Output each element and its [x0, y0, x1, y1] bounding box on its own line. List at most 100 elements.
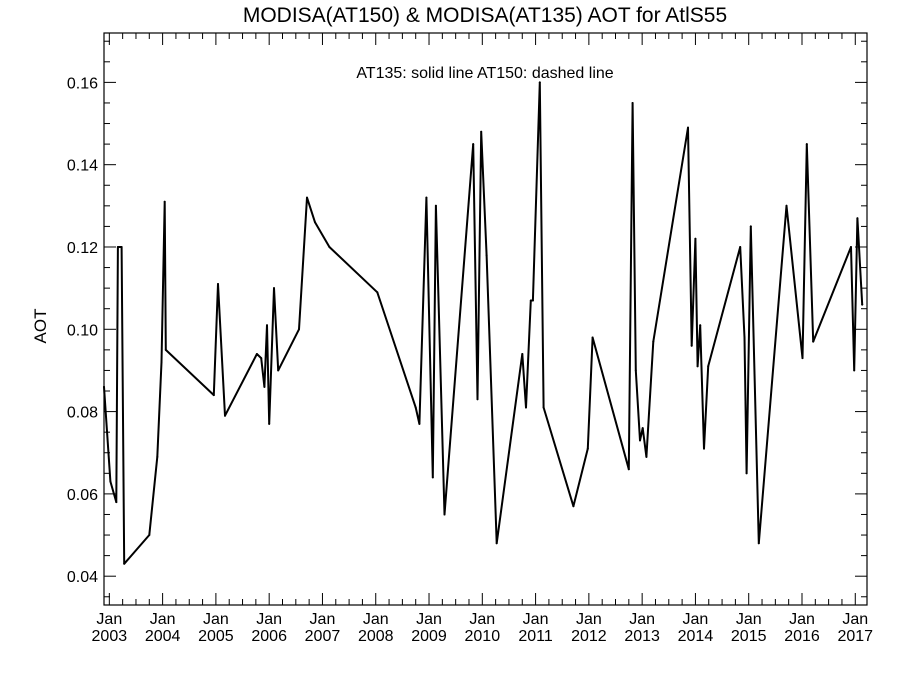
x-tick-label-month: Jan: [96, 611, 122, 628]
data-point: [314, 221, 316, 224]
plot-frame: [103, 32, 868, 606]
data-point: [525, 406, 527, 409]
x-tick-label-year: 2015: [731, 628, 767, 645]
data-point: [634, 369, 637, 372]
data-point: [116, 246, 119, 248]
x-tick-label-month: Jan: [736, 611, 762, 628]
series-line-at135: [103, 81, 864, 565]
x-tick-label-month: Jan: [203, 611, 229, 628]
x-tick-label-month: Jan: [629, 611, 655, 628]
data-point: [586, 447, 589, 450]
data-point: [745, 472, 748, 475]
data-point: [328, 246, 331, 248]
y-tick-label: 0.06: [67, 487, 98, 504]
data-point: [485, 254, 488, 257]
data-point: [443, 513, 446, 516]
data-point: [103, 385, 105, 388]
data-point: [376, 291, 379, 294]
data-point: [743, 336, 746, 339]
x-tick-label-month: Jan: [842, 611, 868, 628]
x-tick-label-year: 2012: [571, 628, 607, 645]
data-point: [472, 143, 475, 146]
data-point: [260, 357, 263, 360]
data-point: [273, 287, 275, 290]
data-point: [109, 480, 112, 483]
data-point: [255, 353, 258, 355]
data-point: [414, 406, 417, 409]
data-point: [120, 246, 123, 248]
x-tick-label-year: 2011: [518, 628, 553, 645]
data-point: [123, 562, 126, 565]
axis-tick-labels: 0.040.060.080.100.120.140.16Jan2003Jan20…: [67, 75, 873, 645]
data-point: [434, 204, 437, 207]
data-point: [156, 455, 159, 458]
data-point: [572, 505, 575, 508]
data-point: [163, 200, 166, 203]
data-point: [861, 303, 864, 306]
data-point: [521, 353, 524, 355]
x-tick-label-month: Jan: [150, 611, 176, 628]
x-tick-label-year: 2010: [465, 628, 501, 645]
y-tick-label: 0.12: [67, 240, 98, 257]
data-point: [476, 398, 479, 401]
data-point: [696, 365, 699, 368]
data-point: [707, 365, 710, 368]
data-point: [627, 468, 630, 471]
data-point: [268, 422, 271, 425]
y-tick-label: 0.08: [67, 405, 98, 422]
data-point: [853, 369, 856, 372]
x-tick-label-year: 2003: [92, 628, 128, 645]
x-tick-label-year: 2006: [251, 628, 287, 645]
data-point: [164, 348, 167, 351]
x-tick-label-month: Jan: [256, 611, 282, 628]
x-tick-label-year: 2004: [145, 628, 181, 645]
data-point: [542, 406, 545, 409]
data-point: [480, 130, 483, 133]
legend-annotation: AT135: solid line AT150: dashed line: [356, 65, 613, 82]
series-layer: [103, 81, 864, 565]
data-point: [694, 237, 697, 240]
x-tick-label-month: Jan: [469, 611, 495, 628]
data-point: [591, 336, 594, 339]
x-tick-label-month: Jan: [683, 611, 709, 628]
data-point: [431, 476, 434, 479]
data-point: [425, 196, 428, 199]
x-tick-label-year: 2017: [837, 628, 873, 645]
data-point: [652, 340, 655, 343]
x-tick-label-year: 2007: [305, 628, 341, 645]
data-point: [749, 225, 752, 228]
y-tick-label: 0.04: [67, 569, 98, 586]
data-point: [690, 344, 693, 347]
x-tick-label-month: Jan: [416, 611, 442, 628]
data-point: [266, 324, 268, 327]
data-point: [850, 246, 852, 248]
x-tick-label-year: 2016: [784, 628, 820, 645]
data-point: [812, 340, 815, 343]
x-tick-label-year: 2008: [358, 628, 394, 645]
data-point: [639, 439, 641, 442]
data-point: [645, 455, 648, 458]
x-tick-label-year: 2009: [411, 628, 447, 645]
data-point: [224, 414, 226, 417]
x-tick-label-month: Jan: [363, 611, 389, 628]
axis-ticks: [104, 33, 867, 605]
x-tick-label-month: Jan: [523, 611, 549, 628]
data-point: [529, 299, 532, 302]
data-point: [757, 542, 760, 545]
data-point: [785, 204, 788, 207]
data-point: [641, 427, 644, 430]
data-point: [856, 217, 859, 220]
x-tick-label-month: Jan: [789, 611, 815, 628]
data-point: [418, 422, 421, 425]
data-point: [306, 196, 308, 199]
data-point: [115, 501, 118, 504]
x-tick-label-year: 2005: [198, 628, 234, 645]
data-point: [148, 534, 151, 536]
data-point: [217, 283, 219, 285]
data-point: [687, 126, 689, 129]
y-tick-label: 0.16: [67, 75, 98, 92]
data-point: [801, 357, 804, 360]
data-point: [263, 385, 266, 388]
data-point: [805, 143, 808, 146]
